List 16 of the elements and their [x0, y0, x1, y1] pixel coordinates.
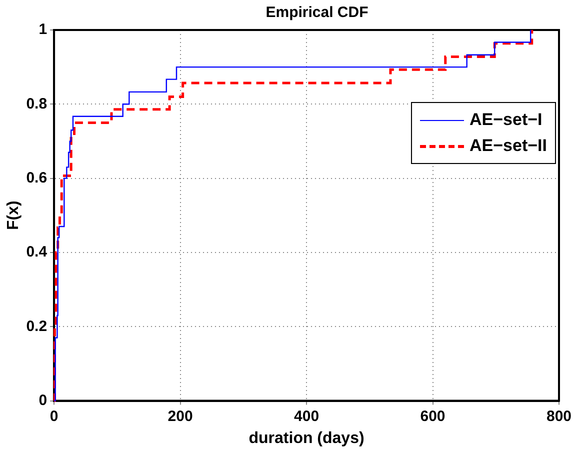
x-tick-label: 0	[50, 408, 58, 425]
y-axis-title: F(x)	[5, 200, 22, 230]
x-axis-title: duration (days)	[248, 430, 364, 447]
y-tick-label: 0	[38, 392, 48, 409]
y-tick-label: 0.6	[26, 169, 48, 186]
legend-label: AE−set−II	[470, 136, 547, 156]
y-tick-label: 0.2	[26, 318, 48, 335]
chart-title: Empirical CDF	[264, 4, 370, 21]
y-tick-label: 0.4	[26, 244, 48, 261]
y-tick-label: 1	[38, 21, 48, 38]
x-tick-label: 400	[294, 408, 320, 425]
y-tick-label: 0.8	[26, 95, 48, 112]
x-tick-label: 600	[420, 408, 446, 425]
legend-label: AE−set−I	[470, 110, 542, 130]
x-tick-label: 200	[168, 408, 193, 425]
x-tick-label: 800	[546, 408, 572, 425]
